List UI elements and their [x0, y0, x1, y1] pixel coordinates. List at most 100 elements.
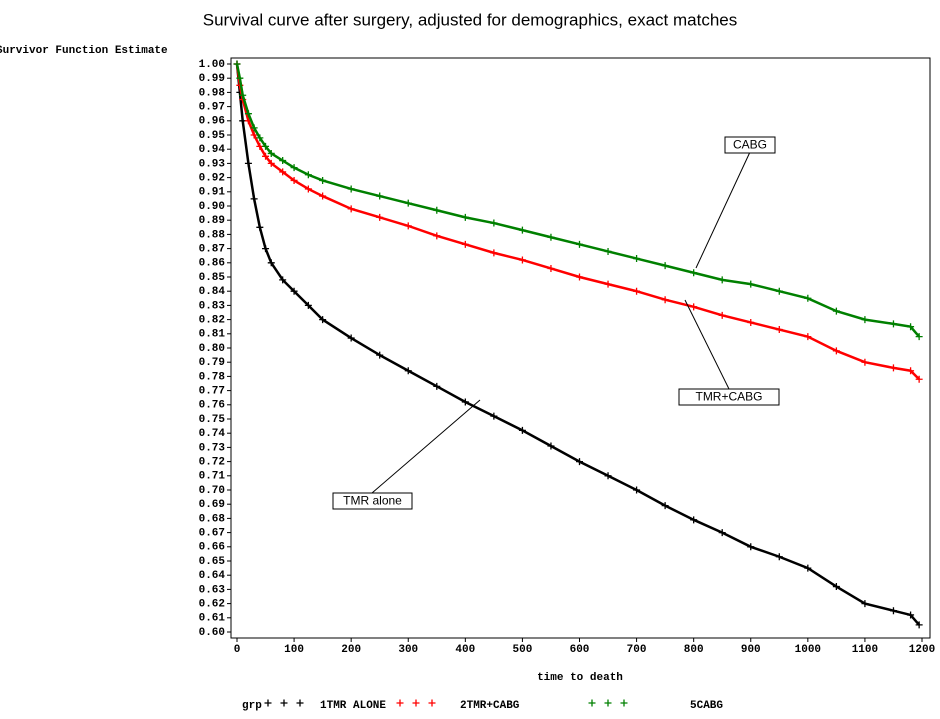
point-marker — [433, 206, 441, 214]
point-marker — [250, 195, 258, 203]
point-marker — [518, 426, 526, 434]
y-tick-label: 0.79 — [199, 357, 225, 369]
annotation-box — [724, 136, 776, 154]
point-marker — [319, 176, 327, 184]
point-marker — [661, 262, 669, 270]
series-line — [235, 63, 921, 626]
legend-symbol — [264, 699, 272, 707]
point-marker — [250, 124, 258, 132]
point-marker — [290, 164, 298, 172]
point-marker — [889, 607, 897, 615]
point-marker — [861, 316, 869, 324]
y-tick-label: 0.61 — [199, 613, 226, 625]
y-tick-label: 0.93 — [199, 158, 226, 170]
point-marker — [404, 222, 412, 230]
point-marker — [267, 159, 275, 167]
point-marker — [433, 382, 441, 390]
point-marker — [262, 152, 270, 160]
point-marker — [490, 219, 498, 227]
point-marker — [461, 240, 469, 248]
x-tick-label: 1100 — [852, 644, 878, 656]
point-marker — [747, 543, 755, 551]
y-tick-label: 0.76 — [199, 400, 225, 412]
point-marker — [604, 472, 612, 480]
legend-symbol — [412, 699, 420, 707]
legend-label: 5CABG — [690, 700, 723, 712]
y-tick-label: 0.86 — [199, 258, 225, 270]
point-marker — [404, 199, 412, 207]
y-tick-label: 1.00 — [199, 59, 225, 71]
point-marker — [290, 176, 298, 184]
x-tick-label: 700 — [627, 644, 647, 656]
y-tick-label: 0.71 — [199, 471, 226, 483]
x-tick-label: 300 — [398, 644, 418, 656]
point-marker — [256, 134, 264, 142]
x-tick-label: 0 — [234, 644, 241, 656]
point-marker — [915, 333, 923, 341]
point-marker — [461, 213, 469, 221]
point-marker — [490, 412, 498, 420]
point-marker — [889, 320, 897, 328]
point-marker — [661, 296, 669, 304]
point-marker — [319, 192, 327, 200]
x-tick-label: 400 — [455, 644, 475, 656]
point-marker — [907, 367, 915, 375]
x-tick-label: 800 — [684, 644, 704, 656]
series-line — [235, 63, 921, 338]
point-marker — [518, 256, 526, 264]
point-marker — [262, 142, 270, 150]
y-tick-label: 0.72 — [199, 457, 225, 469]
legend-label: 1TMR ALONE — [320, 700, 386, 712]
annotation: CABG — [733, 138, 767, 152]
point-marker — [490, 249, 498, 257]
annotation: TMR alone — [343, 494, 402, 508]
point-marker — [304, 185, 312, 193]
y-tick-label: 0.70 — [199, 485, 225, 497]
legend-symbol — [280, 699, 288, 707]
point-marker — [804, 564, 812, 572]
annotation-leader — [684, 299, 730, 390]
point-marker — [547, 264, 555, 272]
chart-title: Survival curve after surgery, adjusted f… — [203, 10, 737, 29]
point-marker — [832, 583, 840, 591]
point-marker — [267, 149, 275, 157]
y-tick-label: 0.80 — [199, 343, 225, 355]
point-marker — [775, 553, 783, 561]
y-tick-label: 0.85 — [199, 272, 226, 284]
point-marker — [576, 273, 583, 281]
point-marker — [250, 131, 258, 139]
y-tick-label: 0.75 — [199, 414, 226, 426]
x-tick-label: 500 — [513, 644, 533, 656]
point-marker — [290, 287, 298, 295]
x-tick-label: 900 — [741, 644, 761, 656]
point-marker — [376, 351, 384, 359]
point-marker — [239, 91, 247, 99]
point-marker — [518, 226, 526, 234]
point-marker — [915, 621, 923, 629]
legend-symbol — [396, 699, 404, 707]
point-marker — [236, 74, 244, 82]
y-tick-label: 0.74 — [199, 428, 226, 440]
y-tick-label: 0.81 — [199, 329, 226, 341]
y-tick-label: 0.68 — [199, 513, 226, 525]
point-marker — [804, 333, 812, 341]
point-marker — [347, 185, 355, 193]
annotation-leader — [695, 151, 751, 269]
y-tick-label: 0.65 — [199, 556, 226, 568]
x-tick-label: 1000 — [795, 644, 821, 656]
y-tick-label: 0.95 — [199, 130, 226, 142]
legend-label: 2TMR+CABG — [460, 700, 520, 712]
y-tick-label: 0.97 — [199, 102, 225, 114]
point-marker — [404, 367, 412, 375]
point-marker — [304, 171, 312, 179]
y-tick-label: 0.99 — [199, 73, 225, 85]
y-tick-label: 0.88 — [199, 229, 226, 241]
y-tick-label: 0.84 — [199, 286, 226, 298]
point-marker — [832, 347, 840, 355]
y-tick-label: 0.83 — [199, 300, 226, 312]
point-marker — [907, 611, 915, 619]
point-marker — [804, 294, 812, 302]
point-marker — [633, 486, 641, 494]
